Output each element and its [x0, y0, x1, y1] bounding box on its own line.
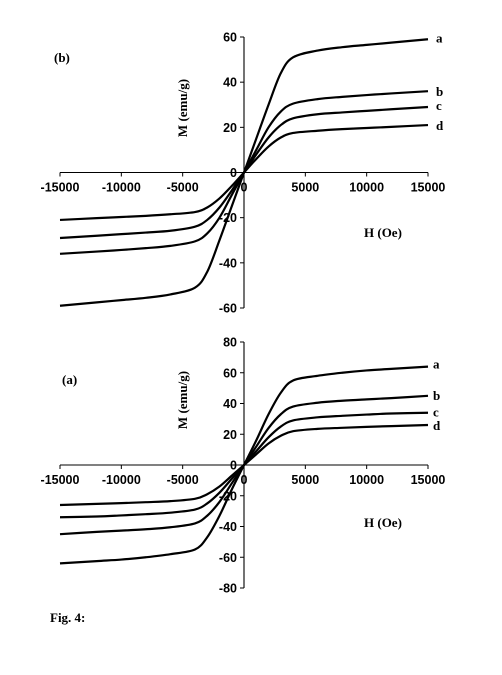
y-tick-label: 40 [223, 76, 237, 90]
series-label-c: c [436, 98, 442, 113]
y-tick-label: -40 [219, 256, 237, 270]
y-tick-label: 60 [223, 31, 237, 45]
chart-panel-a: -15000 -10000 -5000 0 5000 10000 15000 -80 -60 -4… [41, 336, 446, 596]
y-axis-label: M (emu/g) [175, 371, 190, 429]
x-tick-label: 5000 [291, 473, 319, 487]
series-label-d: d [433, 418, 441, 433]
panel-label: (b) [54, 50, 70, 65]
y-tick-label: 60 [223, 366, 237, 380]
x-tick-label: -15000 [41, 473, 80, 487]
series-label-a: a [433, 357, 440, 372]
x-tick-label: -10000 [102, 181, 141, 195]
y-tick-label: -60 [219, 302, 237, 316]
chart-panel-b: -15000 -10000 -5000 0 5000 10000 15000-60-40-2… [41, 30, 446, 315]
x-tick-label: -10000 [102, 473, 141, 487]
figure-caption: Fig. 4: [50, 610, 86, 625]
x-tick-label: 0 [241, 181, 248, 195]
x-tick-label: -5000 [167, 473, 199, 487]
x-tick-label: 10000 [349, 181, 384, 195]
y-tick-label: 0 [230, 459, 237, 473]
y-tick-label: -80 [219, 582, 237, 596]
x-tick-label: 10000 [349, 473, 384, 487]
y-tick-label: 0 [230, 166, 237, 180]
x-tick-label: -5000 [167, 181, 199, 195]
series-label-a: a [436, 30, 443, 45]
series-label-d: d [436, 118, 444, 133]
panel-label: (a) [62, 372, 77, 387]
series-line-d [59, 123, 429, 222]
x-tick-label: 0 [241, 473, 248, 487]
x-tick-label: 15000 [411, 473, 446, 487]
y-tick-label: 20 [223, 121, 237, 135]
y-tick-label: 20 [223, 428, 237, 442]
series-line-d [59, 423, 429, 507]
y-tick-label: -60 [219, 551, 237, 565]
y-axis-label: M (emu/g) [175, 79, 190, 137]
y-tick-label: 80 [223, 336, 237, 350]
x-tick-label: 15000 [411, 181, 446, 195]
series-label-c: c [433, 405, 439, 420]
x-tick-label: 5000 [291, 181, 319, 195]
y-tick-label: 40 [223, 397, 237, 411]
x-axis-label: H (Oe) [364, 515, 402, 530]
series-label-b: b [436, 84, 443, 99]
x-axis-label: H (Oe) [364, 225, 402, 240]
x-tick-label: -15000 [41, 181, 80, 195]
y-tick-label: -40 [219, 520, 237, 534]
series-label-b: b [433, 388, 440, 403]
